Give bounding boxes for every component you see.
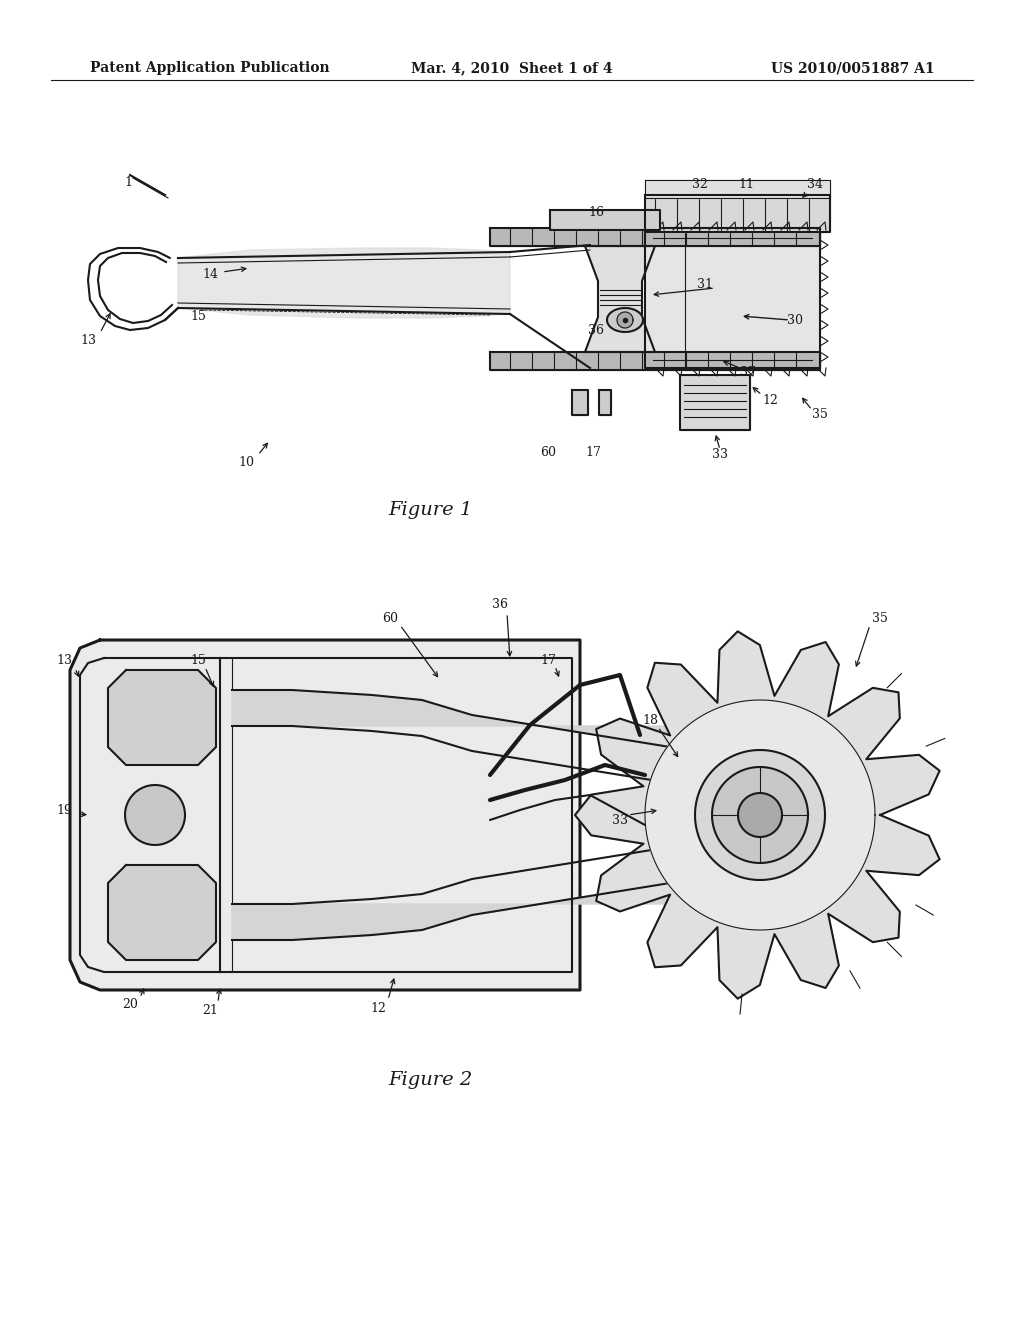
Text: 30: 30 [787, 314, 803, 326]
Text: 33: 33 [612, 813, 628, 826]
Text: 17: 17 [585, 446, 601, 458]
Polygon shape [70, 640, 580, 990]
Polygon shape [680, 375, 750, 430]
Text: 15: 15 [190, 653, 206, 667]
Text: 1: 1 [124, 176, 132, 189]
Text: 33: 33 [712, 449, 728, 462]
Text: 35: 35 [872, 611, 888, 624]
Text: Figure 2: Figure 2 [388, 1071, 472, 1089]
Text: 13: 13 [56, 653, 72, 667]
Text: 19: 19 [56, 804, 72, 817]
Polygon shape [617, 312, 633, 327]
Polygon shape [108, 671, 216, 766]
Text: 60: 60 [382, 611, 398, 624]
Text: 32: 32 [692, 178, 708, 191]
Text: 14: 14 [202, 268, 218, 281]
Polygon shape [178, 248, 510, 318]
Text: 11: 11 [738, 178, 754, 191]
Text: 18: 18 [642, 714, 658, 726]
Polygon shape [645, 180, 830, 198]
Polygon shape [645, 700, 874, 931]
Text: 36: 36 [588, 323, 604, 337]
Text: 35: 35 [812, 408, 828, 421]
Polygon shape [490, 352, 820, 370]
Polygon shape [108, 865, 216, 960]
Text: 21: 21 [202, 1003, 218, 1016]
Text: 12: 12 [762, 393, 778, 407]
Text: 37: 37 [740, 366, 756, 379]
Text: 17: 17 [540, 653, 556, 667]
Polygon shape [232, 858, 710, 940]
Text: US 2010/0051887 A1: US 2010/0051887 A1 [771, 61, 935, 75]
Polygon shape [125, 785, 185, 845]
Text: 10: 10 [238, 455, 254, 469]
Polygon shape [575, 631, 940, 999]
Polygon shape [490, 228, 820, 246]
Text: 60: 60 [540, 446, 556, 458]
Polygon shape [607, 308, 643, 333]
Polygon shape [599, 389, 611, 414]
Text: 31: 31 [697, 279, 713, 292]
Polygon shape [695, 750, 825, 880]
Text: 20: 20 [122, 998, 138, 1011]
Polygon shape [645, 230, 820, 368]
Text: 36: 36 [492, 598, 508, 611]
Polygon shape [572, 389, 588, 414]
Text: 16: 16 [588, 206, 604, 219]
Text: Figure 1: Figure 1 [388, 502, 472, 519]
Polygon shape [550, 210, 660, 230]
Text: 34: 34 [807, 178, 823, 191]
Text: Patent Application Publication: Patent Application Publication [90, 61, 330, 75]
Text: 13: 13 [80, 334, 96, 346]
Polygon shape [585, 246, 655, 352]
Text: 15: 15 [190, 309, 206, 322]
Polygon shape [645, 195, 830, 232]
Text: 12: 12 [370, 1002, 386, 1015]
Polygon shape [738, 793, 782, 837]
Polygon shape [712, 767, 808, 863]
Text: Mar. 4, 2010  Sheet 1 of 4: Mar. 4, 2010 Sheet 1 of 4 [412, 61, 612, 75]
Polygon shape [232, 690, 710, 772]
